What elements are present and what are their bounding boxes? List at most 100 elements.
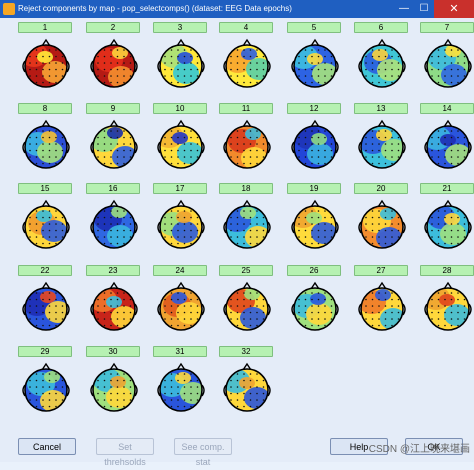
topography-map[interactable] (18, 35, 74, 93)
topography-map[interactable] (287, 196, 343, 254)
component-15: 15 (18, 183, 72, 254)
help-button[interactable]: Help (330, 438, 388, 455)
topography-map[interactable] (86, 359, 142, 417)
topography-map[interactable] (86, 35, 142, 93)
component-24: 24 (153, 265, 207, 336)
component-button[interactable]: 30 (86, 346, 140, 357)
topography-map[interactable] (18, 196, 74, 254)
component-17: 17 (153, 183, 207, 254)
topography-map[interactable] (219, 116, 275, 174)
component-23: 23 (86, 265, 140, 336)
topography-map[interactable] (86, 116, 142, 174)
topography-map[interactable] (219, 359, 275, 417)
component-button[interactable]: 12 (287, 103, 341, 114)
minimize-icon[interactable]: — (399, 3, 409, 14)
component-8: 8 (18, 103, 72, 174)
component-button[interactable]: 1 (18, 22, 72, 33)
topography-map[interactable] (354, 35, 410, 93)
component-button[interactable]: 21 (420, 183, 474, 194)
component-button[interactable]: 6 (354, 22, 408, 33)
component-5: 5 (287, 22, 341, 93)
component-16: 16 (86, 183, 140, 254)
component-button[interactable]: 14 (420, 103, 474, 114)
component-button[interactable]: 10 (153, 103, 207, 114)
component-9: 9 (86, 103, 140, 174)
topography-map[interactable] (287, 116, 343, 174)
window-title: Reject components by map - pop_selectcom… (18, 4, 292, 13)
topography-map[interactable] (420, 278, 474, 336)
component-button[interactable]: 18 (219, 183, 273, 194)
component-button[interactable]: 31 (153, 346, 207, 357)
topography-map[interactable] (354, 196, 410, 254)
component-button[interactable]: 8 (18, 103, 72, 114)
component-22: 22 (18, 265, 72, 336)
components-panel: 1 2 3 4 5 6 7 8 9 10 11 12 13 14 15 16 17 18 19 20 21 22 23 24 2… (0, 18, 474, 462)
window-titlebar: Reject components by map - pop_selectcom… (0, 0, 474, 18)
component-button[interactable]: 29 (18, 346, 72, 357)
topography-map[interactable] (18, 278, 74, 336)
component-button[interactable]: 19 (287, 183, 341, 194)
component-12: 12 (287, 103, 341, 174)
component-11: 11 (219, 103, 273, 174)
component-button[interactable]: 3 (153, 22, 207, 33)
topography-map[interactable] (420, 35, 474, 93)
component-4: 4 (219, 22, 273, 93)
topography-map[interactable] (153, 116, 209, 174)
topography-map[interactable] (18, 116, 74, 174)
cancel-button[interactable]: Cancel (18, 438, 76, 455)
component-button[interactable]: 5 (287, 22, 341, 33)
component-30: 30 (86, 346, 140, 417)
topography-map[interactable] (354, 116, 410, 174)
component-button[interactable]: 27 (354, 265, 408, 276)
topography-map[interactable] (86, 196, 142, 254)
close-button[interactable]: ✕ (434, 0, 474, 18)
topography-map[interactable] (219, 196, 275, 254)
component-button[interactable]: 20 (354, 183, 408, 194)
component-button[interactable]: 17 (153, 183, 207, 194)
component-button[interactable]: 16 (86, 183, 140, 194)
component-button[interactable]: 28 (420, 265, 474, 276)
ok-button[interactable]: OK (405, 438, 463, 455)
component-button[interactable]: 9 (86, 103, 140, 114)
component-button[interactable]: 32 (219, 346, 273, 357)
topography-map[interactable] (354, 278, 410, 336)
topography-map[interactable] (219, 35, 275, 93)
topography-map[interactable] (153, 35, 209, 93)
component-button[interactable]: 7 (420, 22, 474, 33)
component-button[interactable]: 25 (219, 265, 273, 276)
component-button[interactable]: 24 (153, 265, 207, 276)
topography-map[interactable] (153, 196, 209, 254)
component-3: 3 (153, 22, 207, 93)
topography-map[interactable] (219, 278, 275, 336)
component-13: 13 (354, 103, 408, 174)
component-14: 14 (420, 103, 474, 174)
app-icon (3, 3, 15, 15)
component-button[interactable]: 15 (18, 183, 72, 194)
component-6: 6 (354, 22, 408, 93)
topography-map[interactable] (420, 196, 474, 254)
watermark-text: CSDN @江上晚来堪画 (368, 444, 470, 455)
component-27: 27 (354, 265, 408, 336)
component-20: 20 (354, 183, 408, 254)
topography-map[interactable] (18, 359, 74, 417)
topography-map[interactable] (287, 35, 343, 93)
component-button[interactable]: 4 (219, 22, 273, 33)
component-button[interactable]: 2 (86, 22, 140, 33)
component-button[interactable]: 26 (287, 265, 341, 276)
component-button[interactable]: 11 (219, 103, 273, 114)
component-2: 2 (86, 22, 140, 93)
component-button[interactable]: 13 (354, 103, 408, 114)
topography-map[interactable] (153, 278, 209, 336)
component-32: 32 (219, 346, 273, 417)
component-1: 1 (18, 22, 72, 93)
topography-map[interactable] (153, 359, 209, 417)
topography-map[interactable] (287, 278, 343, 336)
component-28: 28 (420, 265, 474, 336)
see-comp-stats-button[interactable]: See comp. stat (174, 438, 232, 467)
topography-map[interactable] (86, 278, 142, 336)
set-thresholds-button[interactable]: Set threhsolds (96, 438, 154, 467)
component-button[interactable]: 23 (86, 265, 140, 276)
maximize-icon[interactable]: ☐ (419, 3, 429, 14)
topography-map[interactable] (420, 116, 474, 174)
component-button[interactable]: 22 (18, 265, 72, 276)
